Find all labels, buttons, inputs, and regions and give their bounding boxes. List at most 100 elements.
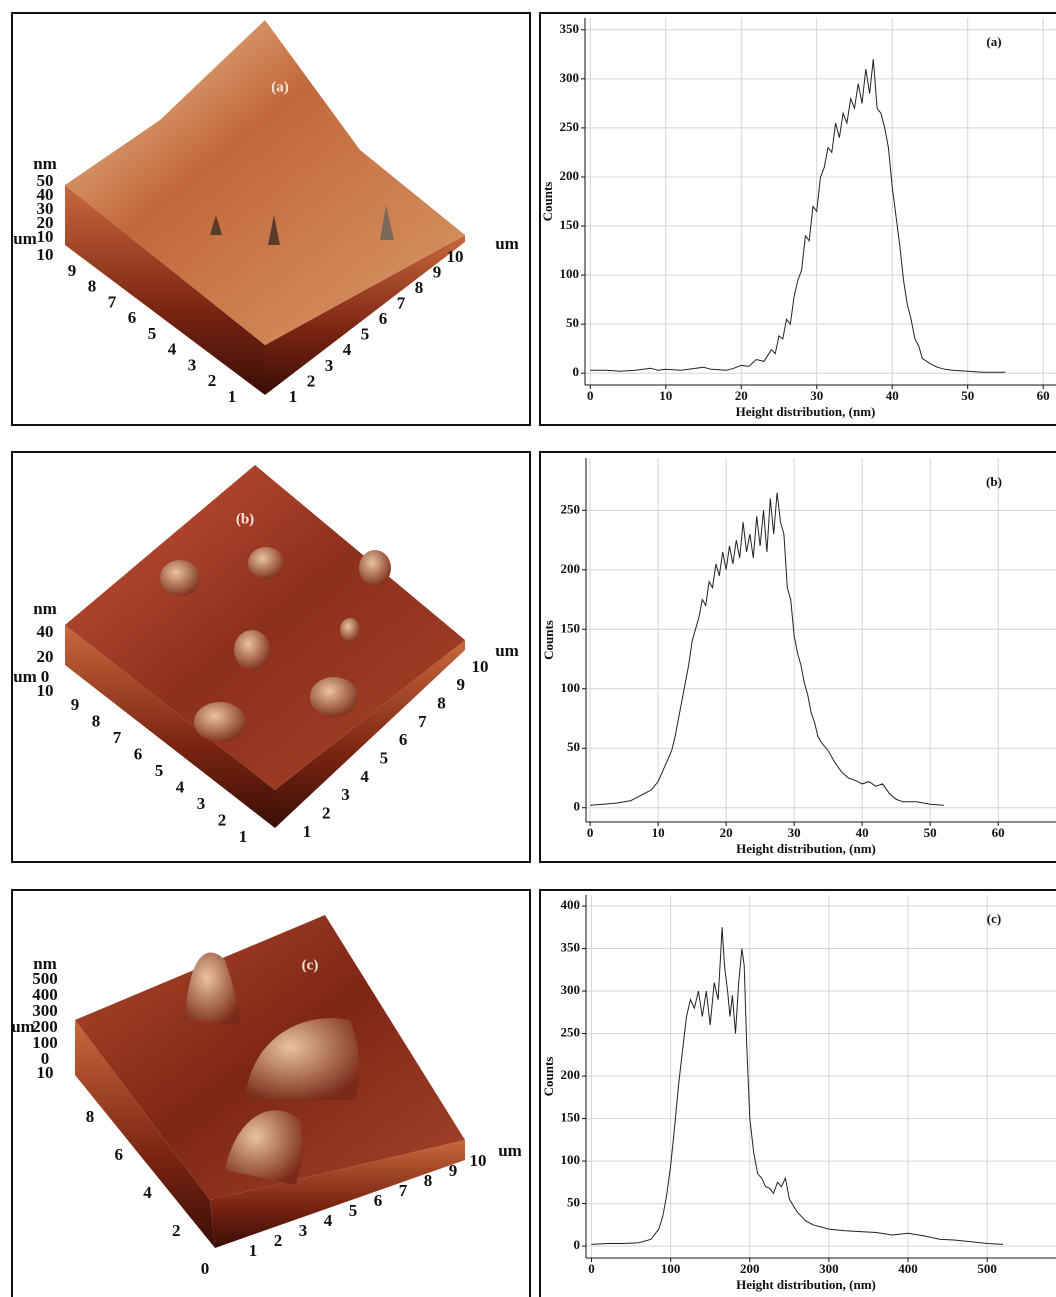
x-tick-label: 30 [810, 388, 823, 403]
z-unit: nm [33, 599, 57, 618]
y-tick-label: 6 [374, 1191, 383, 1210]
x-tick-label: 0 [201, 1259, 210, 1278]
y-tick-label: 150 [561, 1110, 581, 1125]
x-tick-label: 2 [172, 1221, 181, 1240]
x-tick-label: 8 [86, 1107, 95, 1126]
y-tick-label: 200 [561, 1067, 581, 1082]
panel-label: (b) [236, 511, 254, 527]
xy-unit: um [495, 641, 519, 660]
left-unit: um [13, 229, 37, 248]
y-tick-label: 8 [415, 278, 424, 297]
y-tick-label: 300 [561, 982, 581, 997]
x-tick-label: 10 [652, 825, 665, 840]
y-axis-label: Counts [541, 620, 556, 660]
y-tick-label: 0 [573, 364, 580, 379]
z-tick-label: 20 [37, 213, 54, 232]
panel-frame [11, 889, 531, 1297]
x-tick-label: 2 [218, 810, 227, 829]
y-tick-label: 100 [561, 1152, 581, 1167]
x-tick-label: 500 [977, 1261, 997, 1276]
x-tick-label: 6 [115, 1145, 124, 1164]
y-tick-label: 2 [322, 804, 331, 823]
y-tick-label: 1 [289, 387, 298, 406]
y-tick-label: 9 [433, 262, 442, 281]
z-tick-label: 200 [32, 1017, 58, 1036]
y-tick-label: 0 [574, 1237, 581, 1252]
y-tick-label: 8 [437, 694, 446, 713]
z-tick-label: 0 [41, 667, 50, 686]
x-axis-label: Height distribution, (nm) [736, 1277, 876, 1292]
y-tick-label: 7 [399, 1181, 408, 1200]
x-tick-label: 60 [1037, 388, 1050, 403]
x-tick-label: 200 [740, 1261, 760, 1276]
x-axis-label: Height distribution, (nm) [736, 404, 876, 419]
x-tick-label: 4 [168, 340, 177, 359]
y-tick-label: 200 [561, 561, 581, 576]
z-tick-label: 500 [32, 969, 58, 988]
x-tick-label: 6 [128, 308, 137, 327]
x-tick-label: 30 [788, 825, 801, 840]
y-tick-label: 4 [360, 767, 369, 786]
x-tick-label: 6 [134, 744, 143, 763]
x-tick-label: 8 [92, 711, 101, 730]
x-tick-label: 20 [735, 388, 748, 403]
z-tick-label: 20 [37, 647, 54, 666]
y-axis-label: Counts [540, 182, 555, 222]
y-tick-label: 50 [567, 1195, 580, 1210]
x-tick-label: 0 [587, 388, 594, 403]
data-line [590, 492, 944, 806]
x-tick-label: 7 [108, 292, 117, 311]
z-tick-label: 40 [37, 185, 54, 204]
z-tick-label: 40 [37, 622, 54, 641]
x-tick-label: 9 [68, 261, 77, 280]
data-line [591, 927, 1004, 1245]
left-top-tick: 10 [37, 681, 54, 700]
annotation: (b) [986, 474, 1002, 489]
x-tick-label: 50 [924, 825, 937, 840]
xy-unit: um [495, 234, 519, 253]
x-tick-label: 5 [155, 761, 164, 780]
x-tick-label: 4 [176, 777, 185, 796]
x-tick-label: 1 [228, 387, 237, 406]
z-tick-label: 50 [37, 171, 54, 190]
y-tick-label: 7 [397, 294, 406, 313]
y-tick-label: 100 [560, 266, 580, 281]
left-top-tick: 10 [37, 1063, 54, 1082]
y-tick-label: 10 [472, 657, 489, 676]
y-tick-label: 3 [341, 785, 350, 804]
y-tick-label: 10 [470, 1151, 487, 1170]
z-unit: nm [33, 154, 57, 173]
x-tick-label: 0 [588, 1261, 595, 1276]
y-tick-label: 400 [561, 897, 581, 912]
x-tick-label: 9 [71, 695, 80, 714]
y-tick-label: 2 [274, 1231, 283, 1250]
y-tick-label: 350 [561, 940, 581, 955]
y-tick-label: 1 [303, 822, 312, 841]
y-tick-label: 50 [566, 315, 579, 330]
panel-frame [539, 451, 1056, 863]
y-tick-label: 8 [424, 1171, 433, 1190]
y-tick-label: 350 [560, 21, 580, 36]
x-tick-label: 50 [961, 388, 974, 403]
x-tick-label: 3 [188, 355, 197, 374]
x-tick-label: 4 [143, 1183, 152, 1202]
left-unit: um [13, 667, 37, 686]
x-tick-label: 7 [113, 728, 122, 747]
panel-frame [11, 451, 531, 863]
left-unit: um [11, 1017, 35, 1036]
z-unit: nm [33, 954, 57, 973]
x-tick-label: 20 [720, 825, 733, 840]
x-tick-label: 1 [239, 827, 248, 846]
x-tick-label: 5 [148, 324, 157, 343]
y-tick-label: 100 [561, 680, 581, 695]
z-tick-label: 400 [32, 985, 58, 1004]
x-tick-label: 3 [197, 794, 206, 813]
y-tick-label: 150 [561, 620, 581, 635]
panel-label: (a) [271, 79, 289, 95]
y-tick-label: 1 [249, 1241, 258, 1260]
x-tick-label: 400 [898, 1261, 918, 1276]
data-line [590, 59, 1006, 373]
x-tick-label: 40 [856, 825, 869, 840]
